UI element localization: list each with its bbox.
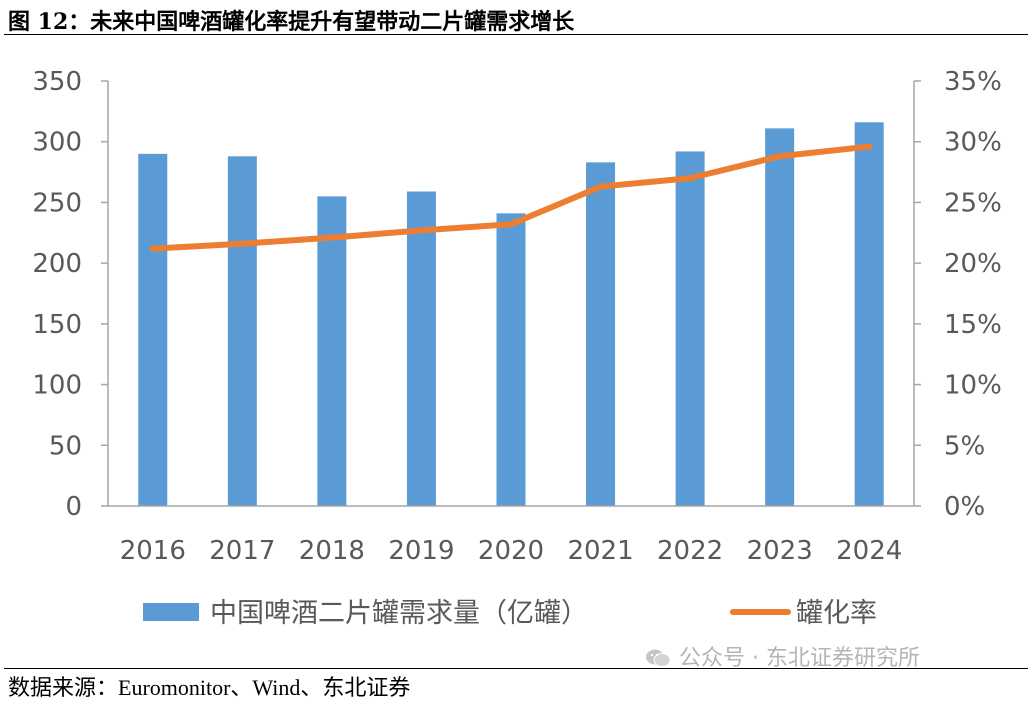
x-tick-label: 2017 — [209, 536, 275, 566]
right-tick-label: 5% — [944, 431, 985, 461]
right-tick-label: 15% — [944, 310, 1002, 340]
right-tick-label: 30% — [944, 128, 1002, 158]
left-tick-label: 350 — [32, 67, 82, 97]
line-point — [597, 183, 604, 190]
right-tick-label: 0% — [944, 492, 985, 522]
x-tick-label: 2018 — [299, 536, 365, 566]
watermark: 公众号 · 东北证券研究所 — [645, 640, 920, 672]
right-axis: 0% 5% 10% 15% 20% 25% 30% 35% — [913, 67, 1002, 522]
bar — [854, 122, 884, 507]
legend-label-line: 罐化率 — [796, 598, 877, 629]
line-point — [508, 221, 514, 228]
x-tick-label: 2021 — [567, 536, 633, 566]
left-tick-label: 150 — [32, 310, 82, 340]
source-note: 数据来源：Euromonitor、Wind、东北证券 — [8, 675, 411, 700]
x-tick-label: 2016 — [120, 536, 186, 566]
watermark-text: 公众号 · 东北证券研究所 — [679, 646, 920, 671]
line-point — [687, 175, 694, 182]
line-point — [866, 143, 873, 150]
left-tick-label: 250 — [32, 188, 82, 218]
left-tick-label: 300 — [32, 128, 82, 158]
chart: 0 50 100 150 200 250 300 350 0% 5% 10% 15% 20% 25% 30… — [32, 67, 1002, 629]
line-series — [149, 143, 873, 252]
right-tick-label: 35% — [944, 67, 1002, 97]
line-point — [149, 245, 156, 252]
x-axis: 2016 2017 2018 2019 2020 2021 2022 2023 2024 — [108, 505, 914, 566]
bar — [138, 153, 168, 506]
line-point — [776, 153, 783, 160]
bottom-rule — [4, 668, 1028, 669]
bar — [227, 156, 257, 506]
right-tick-label: 20% — [944, 249, 1002, 279]
line-point — [418, 227, 425, 234]
bar — [765, 128, 795, 506]
x-tick-label: 2019 — [388, 536, 454, 566]
left-tick-label: 200 — [32, 249, 82, 279]
left-tick-label: 50 — [49, 431, 82, 461]
bar — [317, 196, 347, 506]
legend-swatch-bar — [143, 603, 199, 621]
wechat-icon — [646, 649, 671, 667]
left-tick-label: 0 — [65, 492, 82, 522]
figure-caption: 图 12：未来中国啤酒罐化率提升有望带动二片罐需求增长 — [8, 9, 575, 35]
bar-series — [138, 122, 884, 507]
right-tick-label: 25% — [944, 188, 1002, 218]
legend: 中国啤酒二片罐需求量（亿罐） 罐化率 — [143, 598, 877, 629]
bar — [496, 213, 526, 506]
bar — [675, 151, 705, 506]
x-tick-label: 2020 — [478, 536, 544, 566]
line-point — [328, 234, 335, 241]
x-tick-label: 2022 — [657, 536, 723, 566]
bar — [586, 162, 616, 506]
top-rule — [4, 34, 1028, 35]
line-point — [239, 240, 246, 247]
right-tick-label: 10% — [944, 371, 1002, 401]
left-axis: 0 50 100 150 200 250 300 350 — [32, 67, 109, 522]
bar — [406, 191, 436, 506]
legend-label-bar: 中国啤酒二片罐需求量（亿罐） — [210, 598, 588, 629]
x-tick-label: 2023 — [747, 536, 813, 566]
x-tick-label: 2024 — [836, 536, 902, 566]
left-tick-label: 100 — [32, 371, 82, 401]
